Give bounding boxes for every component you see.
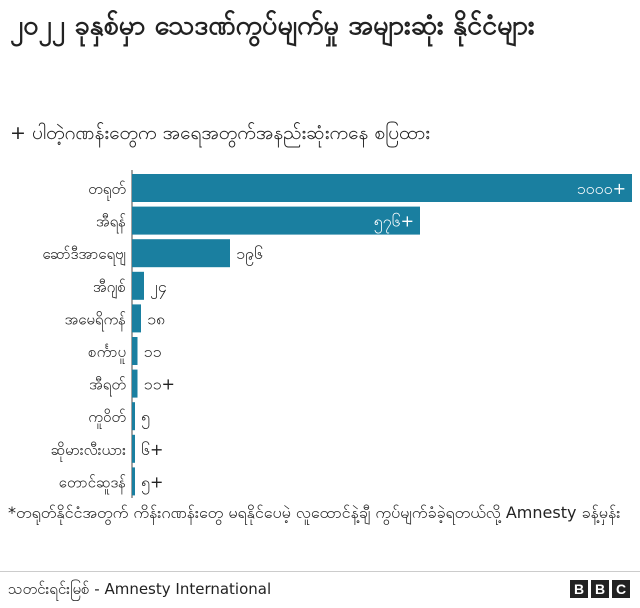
value-label: ၆+ [141, 440, 163, 459]
bar-chart: တရုတ် ၁၀၀၀+ အီရန် ၅၇၆+ ဆော်ဒီအာရေဗျ ၁၉၆အီဂျစ်… [42, 170, 632, 498]
bar [132, 337, 138, 365]
footer-divider [0, 571, 640, 572]
logo-letter: B [591, 580, 609, 598]
value-label: ၅ [141, 407, 150, 429]
value-label: ၁၁+ [144, 375, 175, 394]
value-label: ၅+ [141, 472, 163, 494]
bar [132, 239, 230, 268]
bar [132, 206, 420, 235]
category-label: စင်္ကာပူ [88, 343, 126, 364]
bar [132, 174, 632, 202]
value-label: ၁၁ [144, 342, 162, 361]
value-label: ၁၀၀၀+ [577, 179, 626, 198]
category-label: ကူဝိတ် [88, 408, 126, 429]
category-label: အီဂျစ် [93, 278, 126, 299]
footnote: *တရုတ်နိုင်ငံအတွက် ကိန်းဂဏန်းတွေ မရနိုင်… [8, 503, 621, 522]
bar [132, 467, 135, 496]
value-label: ၅၇၆+ [374, 212, 414, 234]
bar [132, 402, 135, 431]
category-label: အီရန် [96, 213, 126, 234]
chart-title: ၂၀၂၂ ခုနှစ်မှာ သေဒဏ်ကွပ်မျက်မှု အများဆုံ… [10, 10, 535, 41]
value-label: ၁၉၆ [236, 244, 263, 266]
logo-letter: C [612, 580, 630, 598]
bar [132, 304, 141, 333]
category-label: အမေရိကန် [64, 310, 126, 331]
bar [132, 369, 138, 398]
bar [132, 271, 144, 300]
category-label: တောင်ဆူဒန် [59, 473, 126, 494]
chart-subtitle: + ပါတဲ့ဂဏန်းတွေက အရေအတွက်အနည်းဆုံးကနေ စပ… [10, 122, 431, 144]
source-text: သတင်းရင်းမြစ် - Amnesty International [8, 580, 272, 598]
category-label: အီရတ် [89, 376, 126, 397]
bar [132, 434, 135, 463]
bbc-logo: B B C [570, 580, 630, 598]
logo-letter: B [570, 580, 588, 598]
category-label: ဆော်ဒီအာရေဗျ [42, 245, 126, 266]
value-label: ၁၈ [147, 309, 165, 328]
category-label: ဆိုမားလီးယား [51, 441, 127, 462]
category-label: တရုတ် [88, 180, 126, 201]
value-label: ၂၄ [150, 277, 167, 299]
